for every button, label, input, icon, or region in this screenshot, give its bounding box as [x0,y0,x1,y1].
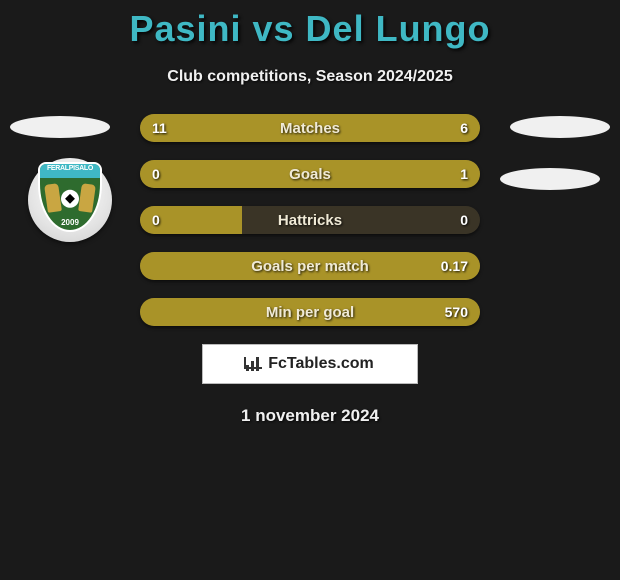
brand-text: FcTables.com [268,355,374,373]
crest-lion-left-icon [44,183,62,213]
page-title: Pasini vs Del Lungo [0,8,620,50]
page-subtitle: Club competitions, Season 2024/2025 [0,68,620,86]
stat-bar-row: 116Matches [140,114,480,142]
stats-area: FERALPISALÒ 2009 116Matches 01Goals 00Hatt… [0,114,620,426]
crest-top-text: FERALPISALÒ [40,164,100,178]
stat-label: Matches [140,114,480,142]
player-right-placeholder-1-icon [510,116,610,138]
stat-label: Min per goal [140,298,480,326]
stat-label: Hattricks [140,206,480,234]
crest-lion-right-icon [78,183,96,213]
stat-label: Goals per match [140,252,480,280]
brand-badge: FcTables.com [202,344,418,384]
date-text: 1 november 2024 [0,406,620,426]
stat-bar-row: 01Goals [140,160,480,188]
stat-bar-row: 00Hattricks [140,206,480,234]
crest-year: 2009 [40,218,100,227]
club-crest-icon: FERALPISALÒ 2009 [28,158,112,242]
brand-chart-icon [246,357,264,371]
player-right-placeholder-2-icon [500,168,600,190]
stat-label: Goals [140,160,480,188]
infographic-root: Pasini vs Del Lungo Club competitions, S… [0,0,620,426]
player-left-placeholder-icon [10,116,110,138]
stat-bar-row: 570Min per goal [140,298,480,326]
stat-bar-row: 0.17Goals per match [140,252,480,280]
stat-bars: 116Matches 01Goals 00Hattricks 0.17Goals pe… [140,114,480,326]
crest-ball-icon [61,190,79,208]
